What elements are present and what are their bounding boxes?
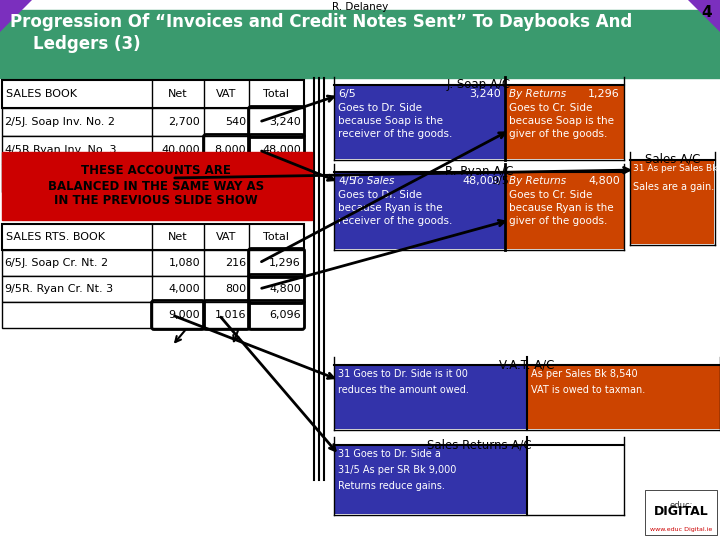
Text: 1,296: 1,296 [588, 89, 620, 99]
Text: because Soap is the: because Soap is the [338, 116, 443, 126]
Text: SALES BOOK: SALES BOOK [6, 89, 77, 99]
Text: receiver of the goods.: receiver of the goods. [338, 216, 452, 226]
Text: Goes to Cr. Side: Goes to Cr. Side [509, 103, 593, 113]
Text: 4,000: 4,000 [168, 284, 200, 294]
Bar [335, 172, 505, 249]
Text: because Ryan is the: because Ryan is the [338, 203, 443, 213]
Text: J. Soap A/C: J. Soap A/C [447, 78, 511, 91]
Text: 4: 4 [701, 5, 712, 20]
Text: By Returns: By Returns [509, 89, 566, 99]
Text: 4/5: 4/5 [4, 145, 22, 155]
Text: 6/5: 6/5 [338, 89, 356, 99]
Text: Net: Net [168, 232, 188, 242]
Text: Sales Returns A/C: Sales Returns A/C [427, 438, 531, 451]
Bar [506, 85, 624, 159]
Text: Net: Net [168, 89, 188, 99]
Bar [2, 276, 304, 302]
Text: Sales are a gain.: Sales are a gain. [633, 182, 714, 192]
Text: Sales A/C: Sales A/C [645, 153, 700, 166]
Polygon shape [688, 0, 720, 32]
Text: 540: 540 [225, 117, 246, 127]
Text: because Soap is the: because Soap is the [509, 116, 614, 126]
Bar [2, 108, 304, 136]
Text: 8,000: 8,000 [215, 145, 246, 155]
Text: To Sales: To Sales [352, 176, 395, 186]
Text: 31 As per Sales Bk 42,700: 31 As per Sales Bk 42,700 [633, 164, 720, 173]
Bar [506, 172, 624, 249]
Text: 31/5 As per SR Bk 9,000: 31/5 As per SR Bk 9,000 [338, 465, 456, 475]
Bar [2, 302, 304, 328]
Text: 40,000: 40,000 [161, 145, 200, 155]
Bar [335, 85, 505, 159]
Text: R. Delaney: R. Delaney [332, 2, 388, 12]
Bar [335, 445, 527, 514]
Text: Progression Of “Invoices and Credit Notes Sent” To Daybooks And
    Ledgers (3): Progression Of “Invoices and Credit Note… [10, 13, 632, 53]
Text: 8,540: 8,540 [215, 173, 246, 183]
Text: 42,700: 42,700 [161, 173, 200, 183]
Text: 3,240: 3,240 [269, 117, 301, 127]
Text: 1,016: 1,016 [215, 310, 246, 320]
Polygon shape [0, 0, 32, 32]
Text: R. Ryan Cr. Nt. 3: R. Ryan Cr. Nt. 3 [22, 284, 113, 294]
Text: R. Ryan A/C: R. Ryan A/C [445, 165, 513, 178]
Text: www.educ Digital.ie: www.educ Digital.ie [650, 527, 712, 532]
Text: DIGITAL: DIGITAL [654, 505, 708, 518]
Text: 4,800: 4,800 [269, 284, 301, 294]
Text: educ:: educ: [670, 501, 693, 510]
Text: 800: 800 [225, 284, 246, 294]
Bar [2, 250, 304, 276]
Text: giver of the goods.: giver of the goods. [509, 129, 608, 139]
Text: Total: Total [263, 232, 289, 242]
Text: R.Ryan Inv. No. 3: R.Ryan Inv. No. 3 [22, 145, 117, 155]
Text: 216: 216 [225, 258, 246, 268]
Text: 51,240: 51,240 [262, 173, 301, 183]
Text: 3,240: 3,240 [469, 89, 501, 99]
Text: By Returns: By Returns [509, 176, 566, 186]
Text: THESE ACCOUNTS ARE
BALANCED IN THE SAME WAY AS
IN THE PREVIOUS SLIDE SHOW: THESE ACCOUNTS ARE BALANCED IN THE SAME … [48, 165, 264, 207]
Text: 2/5: 2/5 [4, 117, 22, 127]
Text: 2,700: 2,700 [168, 117, 200, 127]
Bar [2, 136, 304, 164]
Text: 31 Goes to Dr. Side is it 00: 31 Goes to Dr. Side is it 00 [338, 369, 468, 379]
Text: Goes to Dr. Side: Goes to Dr. Side [338, 190, 422, 200]
Bar [2, 224, 304, 250]
Text: VAT: VAT [216, 232, 236, 242]
Text: 1,296: 1,296 [269, 258, 301, 268]
Text: 4/5: 4/5 [338, 176, 356, 186]
Bar [2, 164, 304, 192]
Text: VAT: VAT [216, 89, 236, 99]
Text: Total: Total [263, 89, 289, 99]
Bar [631, 161, 714, 244]
Bar [645, 490, 717, 535]
Text: 31 Goes to Dr. Side a: 31 Goes to Dr. Side a [338, 449, 441, 459]
Text: V.A.T. A/C: V.A.T. A/C [499, 358, 554, 371]
Bar [2, 152, 312, 220]
Text: As per Sales Bk 8,540: As per Sales Bk 8,540 [531, 369, 638, 379]
Text: receiver of the goods.: receiver of the goods. [338, 129, 452, 139]
Text: Returns reduce gains.: Returns reduce gains. [338, 481, 445, 491]
Text: 9/5: 9/5 [491, 176, 509, 186]
Text: 48,000: 48,000 [462, 176, 501, 186]
Text: Goes to Cr. Side: Goes to Cr. Side [509, 190, 593, 200]
Text: giver of the goods.: giver of the goods. [509, 216, 608, 226]
Bar [2, 80, 304, 108]
Text: SALES RTS. BOOK: SALES RTS. BOOK [6, 232, 105, 242]
Text: 6,096: 6,096 [269, 310, 301, 320]
Text: reduces the amount owed.: reduces the amount owed. [338, 385, 469, 395]
Text: 9/5: 9/5 [4, 284, 22, 294]
Text: J. Soap Cr. Nt. 2: J. Soap Cr. Nt. 2 [22, 258, 109, 268]
Text: 48,000: 48,000 [262, 145, 301, 155]
Text: VAT is owed to taxman.: VAT is owed to taxman. [531, 385, 645, 395]
Text: 1,080: 1,080 [168, 258, 200, 268]
Text: 4,800: 4,800 [588, 176, 620, 186]
Bar [528, 365, 720, 429]
Bar [335, 365, 527, 429]
Text: because Ryan is the: because Ryan is the [509, 203, 613, 213]
Text: 6/5: 6/5 [4, 258, 22, 268]
Bar [0, 10, 720, 78]
Text: J. Soap Inv. No. 2: J. Soap Inv. No. 2 [22, 117, 116, 127]
Text: Goes to Dr. Side: Goes to Dr. Side [338, 103, 422, 113]
Text: 9,000: 9,000 [168, 310, 200, 320]
